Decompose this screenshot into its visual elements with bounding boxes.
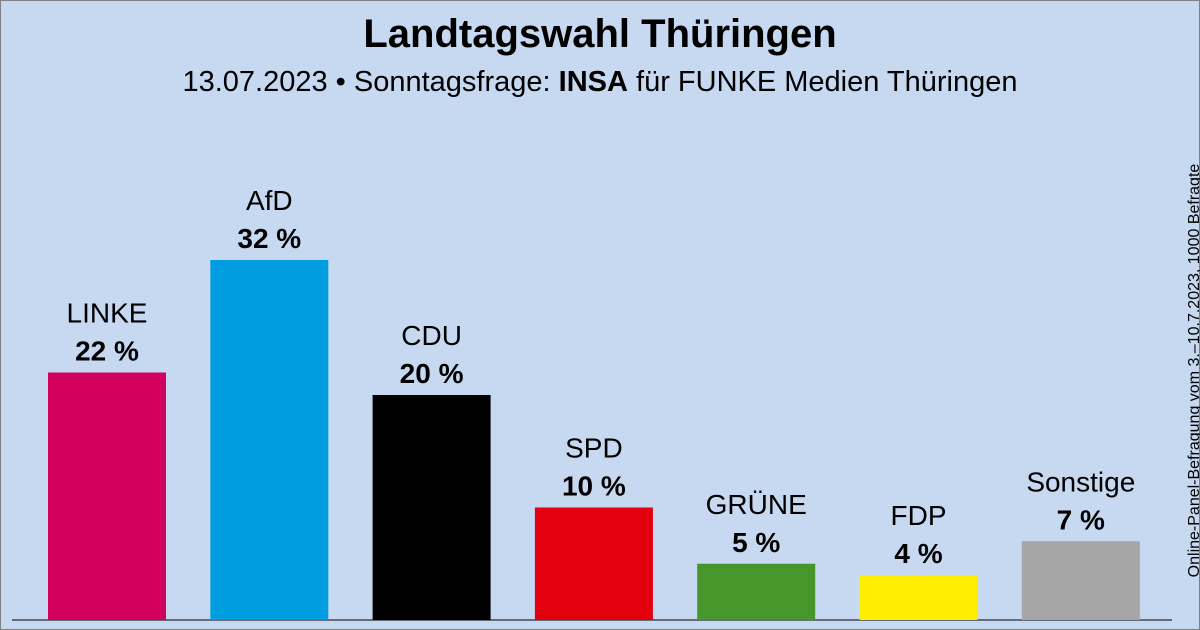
party-label-linke: LINKE bbox=[67, 298, 148, 329]
bar-fdp bbox=[859, 575, 978, 620]
value-label-linke: 22 % bbox=[75, 336, 139, 367]
party-label-cdu: CDU bbox=[401, 320, 462, 351]
bar-gr-ne bbox=[697, 563, 816, 620]
value-label-spd: 10 % bbox=[562, 471, 626, 502]
party-label-sonstige: Sonstige bbox=[1026, 466, 1135, 497]
value-label-afd: 32 % bbox=[237, 223, 301, 254]
value-label-fdp: 4 % bbox=[894, 538, 942, 569]
value-label-sonstige: 7 % bbox=[1057, 504, 1105, 535]
bar-sonstige bbox=[1021, 541, 1140, 620]
party-label-fdp: FDP bbox=[891, 500, 947, 531]
page-subtitle: 13.07.2023 • Sonntagsfrage: INSA für FUN… bbox=[0, 66, 1200, 99]
party-label-spd: SPD bbox=[565, 433, 623, 464]
party-label-gr-ne: GRÜNE bbox=[706, 489, 807, 520]
subtitle-institute: INSA bbox=[558, 66, 628, 98]
value-label-cdu: 20 % bbox=[400, 358, 464, 389]
subtitle-client: für FUNKE Medien Thüringen bbox=[636, 66, 1018, 98]
page-title: Landtagswahl Thüringen bbox=[363, 12, 837, 56]
subtitle-date-question: 13.07.2023 • Sonntagsfrage: bbox=[182, 66, 551, 98]
bar-spd bbox=[534, 507, 653, 620]
bar-cdu bbox=[372, 395, 491, 620]
value-label-gr-ne: 5 % bbox=[732, 527, 780, 558]
bar-afd bbox=[210, 260, 329, 620]
party-label-afd: AfD bbox=[246, 185, 293, 216]
bar-linke bbox=[48, 372, 166, 620]
